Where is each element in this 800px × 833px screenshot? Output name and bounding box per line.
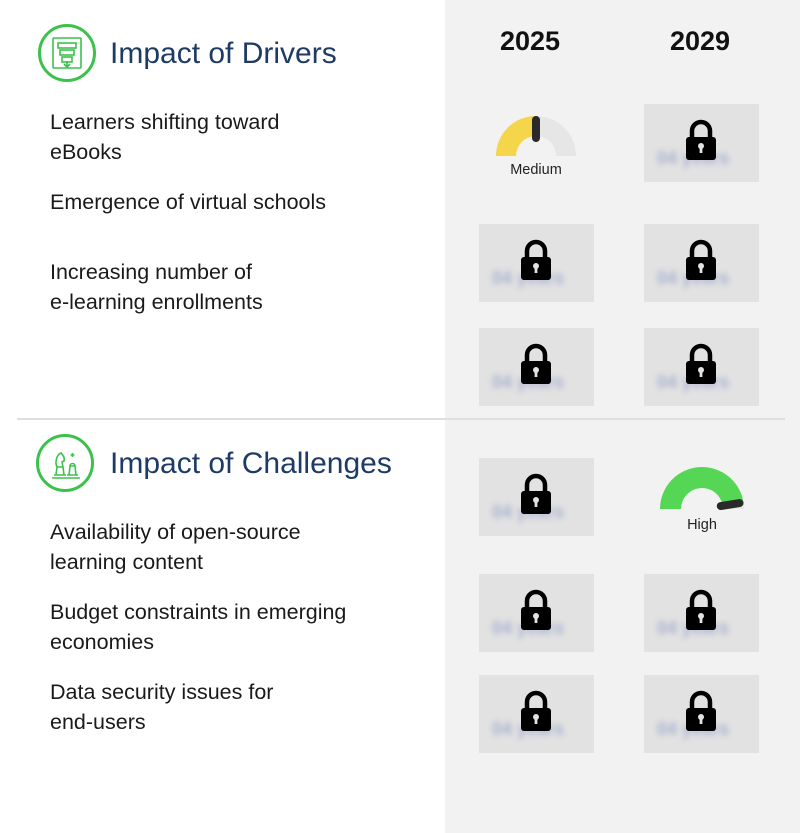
locked-cell: 04 years xyxy=(479,224,594,302)
locked-cell: 04 years xyxy=(479,675,594,753)
locked-cell: 04 years xyxy=(644,328,759,406)
lock-icon xyxy=(686,119,716,160)
driver-item-ebooks: Learners shifting toward eBooks xyxy=(50,110,280,164)
locked-cell: 04 years xyxy=(479,328,594,406)
lock-icon xyxy=(686,343,716,384)
year-header-2029: 2029 xyxy=(670,26,731,56)
lock-icon xyxy=(686,239,716,280)
section-divider xyxy=(17,418,785,420)
driver-item-enrollments: Increasing number of e-learning enrollme… xyxy=(50,260,263,314)
challenge-item-open-source: Availability of open-source learning con… xyxy=(50,520,301,574)
chess-pieces-icon xyxy=(36,434,94,492)
high-gauge xyxy=(660,467,744,511)
locked-cell: 04 years xyxy=(644,224,759,302)
challenge-item-data-security: Data security issues for end-users xyxy=(50,680,274,734)
lock-icon xyxy=(686,589,716,630)
locked-cell: 04 years xyxy=(479,574,594,652)
medium-gauge-label: Medium xyxy=(510,162,562,178)
funnel-chart-icon xyxy=(38,24,96,82)
lock-icon xyxy=(521,343,551,384)
challenges-section-title: Impact of Challenges xyxy=(110,447,392,480)
driver-item-virtual-schools: Emergence of virtual schools xyxy=(50,190,327,214)
locked-cell: 04 years xyxy=(644,675,759,753)
year-header-2025: 2025 xyxy=(500,26,561,56)
locked-cell: 04 years xyxy=(644,574,759,652)
high-gauge-label: High xyxy=(687,517,717,533)
locked-cell: 04 years xyxy=(479,458,594,536)
medium-gauge xyxy=(496,116,576,156)
lock-icon xyxy=(686,690,716,731)
drivers-section-title: Impact of Drivers xyxy=(110,37,337,70)
locked-cell: 04 years xyxy=(644,104,759,182)
lock-icon xyxy=(521,589,551,630)
challenge-item-budget: Budget constraints in emerging economies xyxy=(50,600,347,654)
lock-icon xyxy=(521,473,551,514)
lock-icon xyxy=(521,690,551,731)
lock-icon xyxy=(521,239,551,280)
